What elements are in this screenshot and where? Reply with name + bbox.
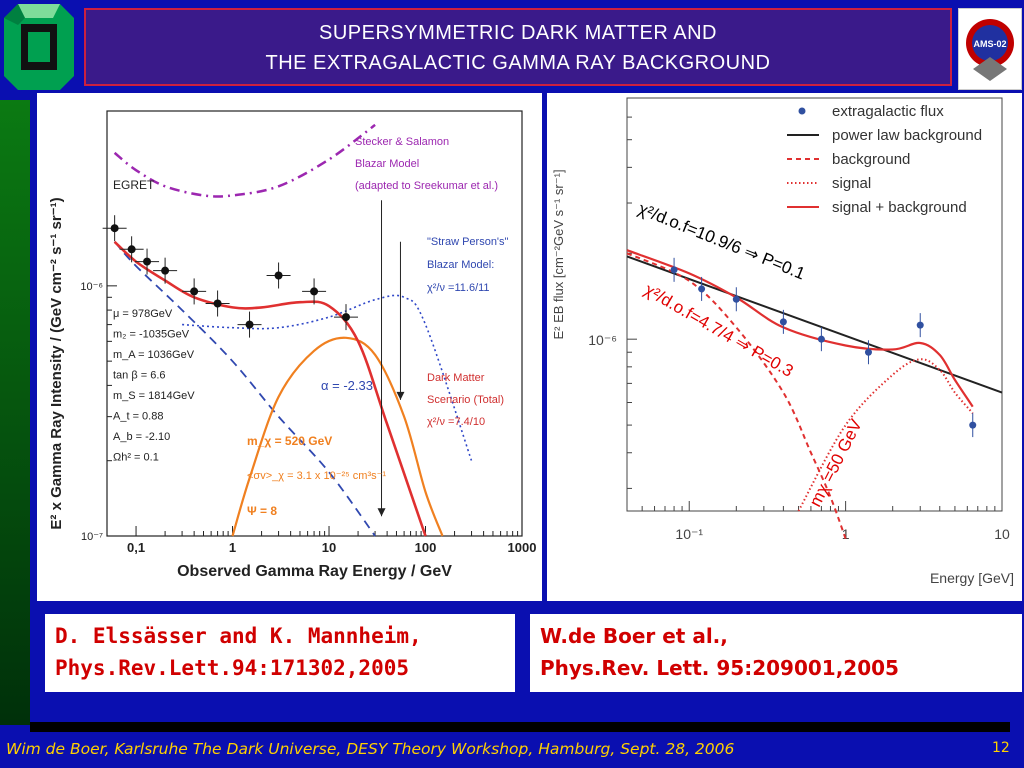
x-tick-label: 1000 bbox=[508, 540, 537, 555]
param-label: m_S = 1814GeV bbox=[113, 390, 195, 402]
egret-point bbox=[213, 299, 222, 308]
left-plot-panel: 0,1 1 10 100 1000 10⁻⁶ 10⁻⁷ Observed Gamma Ray … bbox=[37, 93, 542, 601]
y-tick-label: 10⁻⁶ bbox=[80, 281, 103, 293]
reference-right-journal: Phys.Rev. Lett. bbox=[540, 656, 710, 680]
legend-label: extragalactic flux bbox=[832, 103, 944, 120]
title-box: SUPERSYMMETRIC DARK MATTER AND THE EXTRA… bbox=[84, 8, 952, 86]
upper-limit-arrow bbox=[396, 391, 405, 400]
plot-frame bbox=[626, 97, 1003, 512]
series-line bbox=[113, 241, 376, 537]
param-label: m₂ = -1035GeV bbox=[113, 329, 190, 341]
flux-point bbox=[864, 348, 872, 356]
reference-left: D. Elssässer and K. Mannheim, Phys.Rev.L… bbox=[45, 614, 515, 692]
egret-label: EGRET bbox=[113, 178, 155, 192]
series-line bbox=[113, 123, 376, 198]
signal-label: <σv>_χ = 3.1 x 10⁻²⁵ cm³s⁻¹ bbox=[247, 470, 386, 482]
param-label: μ = 978GeV bbox=[113, 308, 173, 320]
egret-point bbox=[161, 266, 170, 275]
university-logo bbox=[4, 4, 74, 90]
reference-right-volume: 95:209001,2005 bbox=[716, 656, 899, 680]
signal-label: Ψ = 8 bbox=[247, 504, 277, 518]
x-tick-label: 100 bbox=[415, 540, 437, 555]
y-tick-label: 10⁻⁷ bbox=[81, 531, 103, 543]
upper-limit-arrow bbox=[377, 508, 386, 517]
x-tick-label: 10 bbox=[322, 540, 336, 555]
dm-label: χ²/ν =7.4/10 bbox=[427, 416, 485, 428]
page-number: 12 bbox=[992, 740, 1010, 756]
egret-point bbox=[342, 313, 351, 322]
reference-left-line1: D. Elssässer and K. Mannheim, bbox=[55, 624, 422, 648]
series-line bbox=[182, 294, 473, 461]
blazar-label: Blazar Model bbox=[355, 158, 419, 170]
egret-point bbox=[310, 287, 319, 296]
x-tick-label: 10⁻¹ bbox=[675, 526, 703, 542]
reference-right-line2: Phys.Rev. Lett. 95:209001,2005 bbox=[540, 656, 899, 680]
x-tick-label: 0,1 bbox=[127, 540, 145, 555]
series-line bbox=[626, 249, 974, 408]
reference-right-line1: W.de Boer et al., bbox=[540, 624, 728, 648]
egret-point bbox=[245, 320, 254, 329]
legend-label: background bbox=[832, 151, 910, 168]
flux-point bbox=[817, 335, 825, 343]
series-line bbox=[626, 255, 1003, 394]
ams-logo: AMS-02 bbox=[958, 8, 1022, 90]
alpha-label: α = -2.33 bbox=[321, 378, 373, 393]
series-line bbox=[797, 358, 974, 512]
slide-title-line2: THE EXTRAGALACTIC GAMMA RAY BACKGROUND bbox=[265, 52, 771, 74]
right-plot-panel: 10⁻¹ 1 10 10⁻⁶ Energy [GeV] E² EB flux [cm⁻²G… bbox=[547, 93, 1022, 601]
flux-point bbox=[969, 421, 977, 429]
y-axis-label: E² EB flux [cm⁻²GeV s⁻¹ sr⁻¹] bbox=[551, 169, 566, 339]
straw-label: Blazar Model: bbox=[427, 259, 494, 271]
egret-point bbox=[143, 257, 152, 266]
egret-point bbox=[190, 287, 199, 296]
annotation-chi2-signal: χ²/d.o.f=4.7/4 ⇒ P=0.3 bbox=[641, 280, 797, 381]
straw-label: "Straw Person's" bbox=[427, 236, 509, 248]
egret-point bbox=[127, 245, 136, 254]
flux-point bbox=[916, 321, 924, 329]
param-label: A_b = -2.10 bbox=[113, 431, 170, 443]
legend-label: signal + background bbox=[832, 199, 967, 216]
footer-rule bbox=[30, 722, 1010, 732]
reference-left-line2: Phys.Rev.Lett.94:171302,2005 bbox=[55, 656, 410, 680]
straw-label: χ²/ν =11.6/11 bbox=[427, 282, 490, 294]
signal-label: m_χ = 520 GeV bbox=[247, 434, 332, 448]
egret-point bbox=[274, 271, 283, 280]
param-label: A_t = 0.88 bbox=[113, 411, 163, 423]
x-tick-label: 1 bbox=[842, 526, 850, 542]
annotation-chi2-power-law: χ²/d.o.f=10.9/6 ⇒ P=0.1 bbox=[636, 199, 808, 283]
flux-point bbox=[670, 266, 678, 274]
y-axis-label: E² x Gamma Ray Intensity / (GeV cm⁻² s⁻¹… bbox=[48, 197, 65, 529]
slide-title-line1: SUPERSYMMETRIC DARK MATTER AND bbox=[319, 22, 717, 44]
param-label: m_A = 1036GeV bbox=[113, 349, 195, 361]
egret-point bbox=[110, 224, 119, 233]
flux-point bbox=[732, 295, 740, 303]
side-stripe bbox=[0, 100, 30, 725]
x-tick-label: 10 bbox=[994, 526, 1010, 542]
x-axis-label: Energy [GeV] bbox=[930, 570, 1014, 586]
dm-label: Scenario (Total) bbox=[427, 394, 504, 406]
series-line bbox=[231, 336, 444, 537]
left-plot: 0,1 1 10 100 1000 10⁻⁶ 10⁻⁷ Observed Gamma Ray … bbox=[48, 110, 537, 580]
legend-marker bbox=[798, 107, 806, 115]
ams-logo-text: AMS-02 bbox=[973, 39, 1006, 49]
param-label: tan β = 6.6 bbox=[113, 370, 166, 382]
y-tick-label: 10⁻⁶ bbox=[588, 332, 617, 348]
flux-point bbox=[779, 318, 787, 326]
blazar-label: (adapted to Sreekumar et al.) bbox=[355, 180, 498, 192]
legend-label: power law background bbox=[832, 127, 982, 144]
reference-right: W.de Boer et al., Phys.Rev. Lett. 95:209… bbox=[530, 614, 1022, 692]
footer-text: Wim de Boer, Karlsruhe The Dark Universe… bbox=[6, 740, 735, 758]
x-tick-label: 1 bbox=[229, 540, 236, 555]
param-label: Ωh² = 0.1 bbox=[113, 452, 159, 464]
right-plot: 10⁻¹ 1 10 10⁻⁶ Energy [GeV] E² EB flux [cm⁻²G… bbox=[551, 97, 1014, 586]
series-line bbox=[113, 240, 427, 537]
dm-label: Dark Matter bbox=[427, 372, 485, 384]
blazar-label: Stecker & Salamon bbox=[355, 136, 449, 148]
flux-point bbox=[698, 285, 706, 293]
x-axis-label: Observed Gamma Ray Energy / GeV bbox=[177, 563, 452, 580]
legend-label: signal bbox=[832, 175, 871, 192]
